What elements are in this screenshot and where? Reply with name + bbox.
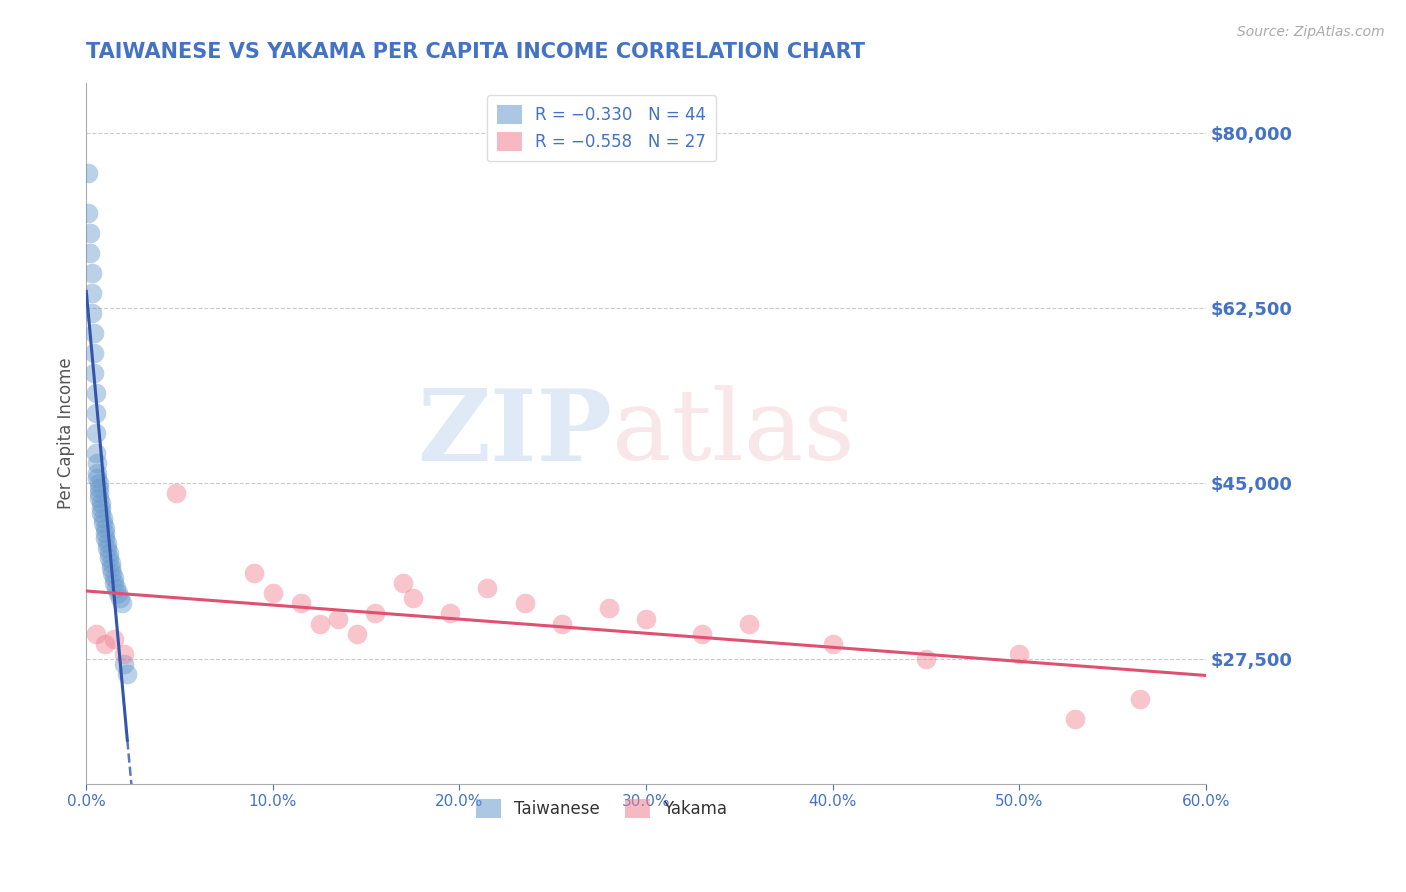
Point bbox=[364, 607, 387, 621]
Point bbox=[90, 501, 112, 516]
Point bbox=[83, 326, 105, 340]
Point bbox=[84, 406, 107, 420]
Point bbox=[101, 566, 124, 581]
Point bbox=[598, 601, 620, 615]
Point bbox=[103, 576, 125, 591]
Point bbox=[89, 491, 111, 506]
Point bbox=[89, 486, 111, 500]
Point bbox=[96, 536, 118, 550]
Point bbox=[94, 636, 117, 650]
Point bbox=[165, 486, 187, 500]
Point bbox=[111, 597, 134, 611]
Point bbox=[84, 386, 107, 401]
Point bbox=[737, 616, 759, 631]
Point bbox=[346, 626, 368, 640]
Point bbox=[89, 476, 111, 491]
Point bbox=[91, 511, 114, 525]
Point bbox=[112, 657, 135, 671]
Point bbox=[86, 471, 108, 485]
Point bbox=[690, 626, 713, 640]
Point bbox=[100, 561, 122, 575]
Point bbox=[105, 582, 128, 596]
Point bbox=[262, 586, 284, 600]
Point bbox=[328, 611, 350, 625]
Point bbox=[103, 632, 125, 646]
Point bbox=[100, 557, 122, 571]
Point bbox=[402, 591, 425, 606]
Point bbox=[1008, 647, 1031, 661]
Point bbox=[112, 647, 135, 661]
Point bbox=[97, 551, 120, 566]
Point bbox=[94, 521, 117, 535]
Point bbox=[84, 626, 107, 640]
Point bbox=[94, 526, 117, 541]
Text: atlas: atlas bbox=[613, 385, 855, 481]
Point bbox=[243, 566, 266, 581]
Point bbox=[90, 507, 112, 521]
Point bbox=[551, 616, 574, 631]
Point bbox=[91, 516, 114, 531]
Point bbox=[108, 591, 131, 606]
Point bbox=[80, 266, 103, 280]
Point bbox=[83, 366, 105, 380]
Text: TAIWANESE VS YAKAMA PER CAPITA INCOME CORRELATION CHART: TAIWANESE VS YAKAMA PER CAPITA INCOME CO… bbox=[86, 42, 865, 62]
Legend: Taiwanese, Yakama: Taiwanese, Yakama bbox=[468, 792, 734, 824]
Point bbox=[77, 206, 100, 220]
Point bbox=[117, 666, 139, 681]
Point bbox=[84, 426, 107, 441]
Text: ZIP: ZIP bbox=[418, 384, 613, 482]
Point bbox=[77, 166, 100, 180]
Point bbox=[1129, 691, 1152, 706]
Point bbox=[107, 586, 129, 600]
Point bbox=[513, 597, 536, 611]
Y-axis label: Per Capita Income: Per Capita Income bbox=[58, 358, 75, 509]
Point bbox=[634, 611, 657, 625]
Point bbox=[94, 532, 117, 546]
Point bbox=[103, 571, 125, 585]
Point bbox=[1064, 712, 1087, 726]
Point bbox=[79, 226, 101, 240]
Point bbox=[477, 582, 499, 596]
Point bbox=[96, 541, 118, 556]
Point bbox=[86, 467, 108, 481]
Point bbox=[97, 546, 120, 560]
Point bbox=[80, 286, 103, 301]
Point bbox=[79, 246, 101, 260]
Point bbox=[308, 616, 330, 631]
Point bbox=[439, 607, 461, 621]
Point bbox=[90, 496, 112, 510]
Point bbox=[80, 306, 103, 320]
Point bbox=[84, 446, 107, 460]
Point bbox=[821, 636, 844, 650]
Point bbox=[915, 651, 938, 665]
Point bbox=[86, 456, 108, 470]
Point bbox=[83, 346, 105, 360]
Point bbox=[290, 597, 312, 611]
Text: Source: ZipAtlas.com: Source: ZipAtlas.com bbox=[1237, 25, 1385, 39]
Point bbox=[89, 481, 111, 495]
Point bbox=[392, 576, 415, 591]
